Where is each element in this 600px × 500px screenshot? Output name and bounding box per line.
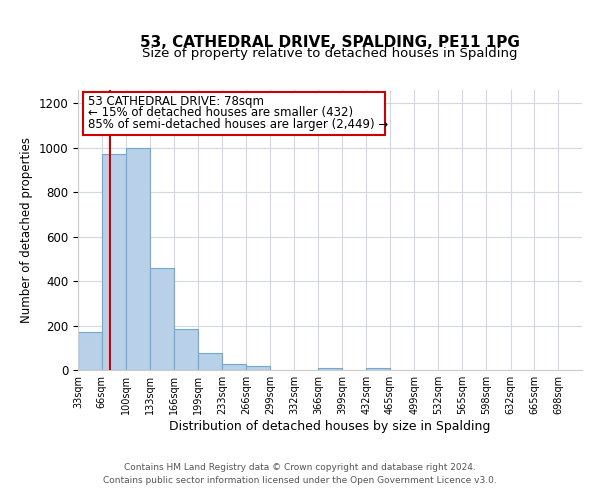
FancyBboxPatch shape [83, 92, 385, 136]
Bar [78, 332, 102, 370]
X-axis label: Distribution of detached houses by size in Spalding: Distribution of detached houses by size … [169, 420, 491, 433]
Bar [198, 354, 223, 370]
Text: 85% of semi-detached houses are larger (2,449) →: 85% of semi-detached houses are larger (… [88, 118, 388, 131]
Text: ← 15% of detached houses are smaller (432): ← 15% of detached houses are smaller (43… [88, 106, 353, 119]
Text: Size of property relative to detached houses in Spalding: Size of property relative to detached ho… [142, 48, 518, 60]
Bar [174, 329, 198, 370]
Bar [127, 148, 150, 370]
Text: Contains public sector information licensed under the Open Government Licence v3: Contains public sector information licen… [103, 476, 497, 485]
Text: Contains HM Land Registry data © Crown copyright and database right 2024.: Contains HM Land Registry data © Crown c… [124, 464, 476, 472]
Bar [223, 364, 246, 370]
Bar [319, 368, 342, 370]
Bar [366, 368, 390, 370]
Y-axis label: Number of detached properties: Number of detached properties [20, 137, 33, 323]
Bar [150, 268, 174, 370]
Bar [246, 366, 270, 370]
Text: 53, CATHEDRAL DRIVE, SPALDING, PE11 1PG: 53, CATHEDRAL DRIVE, SPALDING, PE11 1PG [140, 35, 520, 50]
Bar [102, 154, 127, 370]
Text: 53 CATHEDRAL DRIVE: 78sqm: 53 CATHEDRAL DRIVE: 78sqm [88, 95, 264, 108]
